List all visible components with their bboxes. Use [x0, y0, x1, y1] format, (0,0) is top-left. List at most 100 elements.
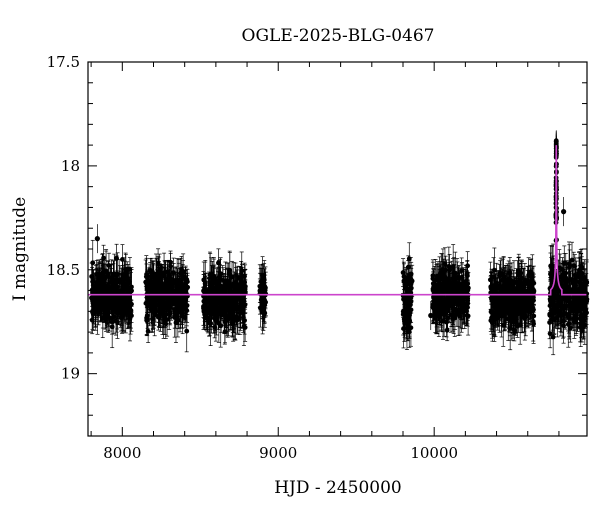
season-1: [89, 239, 134, 349]
data-point: [227, 309, 233, 315]
data-point: [211, 310, 216, 316]
data-point: [262, 287, 268, 293]
data-point: [167, 305, 173, 310]
data-point: [165, 286, 170, 292]
data-point: [220, 284, 226, 290]
data-point: [449, 289, 455, 295]
data-point: [441, 300, 447, 306]
season-3: [201, 248, 248, 348]
data-point: [455, 301, 461, 307]
season-5: [400, 242, 415, 350]
data-point: [450, 306, 456, 312]
data-point: [402, 281, 408, 287]
data-point: [115, 302, 120, 308]
data-point: [445, 315, 451, 321]
data-point: [165, 294, 171, 300]
chart-title: OGLE-2025-BLG-0467: [242, 26, 435, 46]
data-point: [109, 324, 115, 330]
data-point: [144, 282, 150, 288]
data-point: [176, 309, 181, 315]
data-point: [242, 286, 248, 292]
data-point: [408, 285, 414, 291]
data-point: [164, 317, 170, 323]
data-point: [437, 271, 443, 277]
data-point: [460, 294, 466, 300]
data-point: [219, 302, 225, 308]
data-point: [213, 287, 219, 292]
data-point: [212, 302, 217, 308]
data-point: [149, 301, 155, 306]
data-point: [154, 281, 160, 286]
data-point: [123, 273, 129, 279]
data-point: [107, 304, 113, 310]
data-point: [101, 304, 107, 310]
data-point: [209, 285, 215, 291]
data-point: [260, 309, 265, 315]
data-point: [226, 294, 232, 300]
data-point: [439, 304, 445, 310]
data-point: [114, 273, 120, 278]
data-point: [460, 283, 465, 289]
season-6: [430, 244, 471, 342]
season-2: [143, 248, 191, 353]
data-point: [112, 295, 117, 300]
data-point: [404, 326, 410, 331]
data-point: [182, 286, 188, 292]
data-point: [215, 312, 221, 317]
data-point: [227, 271, 233, 277]
data-point: [150, 316, 155, 322]
data-point: [203, 294, 208, 300]
data-point: [172, 279, 178, 285]
data-point: [101, 255, 106, 261]
data-point: [152, 312, 158, 317]
data-point: [452, 285, 458, 290]
data-point: [262, 297, 267, 303]
data-point: [178, 285, 184, 291]
data-point: [162, 284, 167, 289]
data-point: [224, 316, 230, 321]
data-point: [408, 271, 414, 277]
data-point: [232, 314, 238, 320]
data-point: [437, 308, 442, 314]
data-point: [456, 275, 462, 281]
data-point: [173, 320, 179, 326]
data-point: [112, 285, 118, 291]
data-point: [90, 300, 96, 306]
data-point: [201, 304, 207, 309]
data-point: [175, 297, 181, 303]
data-point: [93, 286, 99, 292]
data-point: [236, 296, 242, 301]
data-point: [127, 285, 133, 291]
data-point: [406, 307, 411, 312]
data-point: [184, 328, 190, 334]
season-7: [487, 247, 537, 351]
data-point: [205, 298, 211, 304]
data-point: [444, 327, 450, 333]
data-point: [445, 295, 451, 301]
data-point: [212, 325, 218, 330]
data-point: [160, 310, 166, 316]
data-point: [90, 260, 96, 266]
data-point: [434, 282, 439, 288]
data-point: [465, 296, 471, 301]
data-point: [405, 264, 411, 270]
data-point: [170, 290, 176, 295]
data-point: [155, 314, 161, 320]
data-point: [464, 273, 470, 278]
data-point: [431, 298, 436, 304]
data-point: [430, 286, 436, 292]
data-point: [211, 275, 217, 280]
data-point: [126, 302, 132, 308]
data-point: [106, 263, 112, 268]
data-point: [238, 288, 244, 293]
data-point: [144, 315, 150, 321]
data-point: [261, 283, 267, 289]
data-point: [409, 278, 415, 284]
data-point: [437, 300, 443, 306]
data-point: [408, 325, 414, 331]
data-point: [118, 295, 124, 301]
data-point: [206, 307, 212, 313]
data-point: [94, 281, 100, 287]
data-point: [168, 263, 174, 269]
